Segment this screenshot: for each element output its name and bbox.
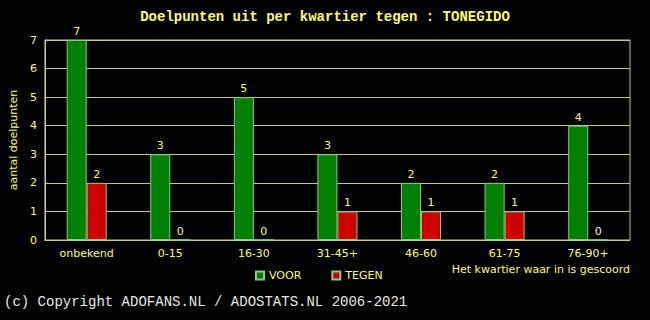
svg-text:6: 6 bbox=[30, 62, 37, 75]
svg-text:0: 0 bbox=[177, 225, 184, 238]
svg-text:aantal doelpunten: aantal doelpunten bbox=[7, 90, 20, 191]
svg-text:VOOR: VOOR bbox=[269, 269, 302, 282]
svg-text:1: 1 bbox=[344, 196, 351, 209]
svg-text:3: 3 bbox=[30, 148, 37, 161]
svg-text:(c) Copyright ADOFANS.NL / ADO: (c) Copyright ADOFANS.NL / ADOSTATS.NL 2… bbox=[4, 294, 407, 310]
svg-text:4: 4 bbox=[30, 119, 37, 132]
svg-text:TEGEN: TEGEN bbox=[344, 269, 382, 282]
svg-text:0: 0 bbox=[30, 234, 37, 247]
svg-text:61-75: 61-75 bbox=[489, 247, 521, 260]
svg-text:5: 5 bbox=[30, 91, 37, 104]
svg-text:16-30: 16-30 bbox=[238, 247, 270, 260]
svg-text:76-90+: 76-90+ bbox=[568, 247, 609, 260]
svg-text:2: 2 bbox=[93, 168, 100, 181]
svg-text:1: 1 bbox=[30, 205, 37, 218]
svg-text:Het kwartier waar in is gescoo: Het kwartier waar in is gescoord bbox=[452, 263, 630, 276]
svg-text:0: 0 bbox=[595, 225, 602, 238]
svg-text:46-60: 46-60 bbox=[405, 247, 437, 260]
svg-text:1: 1 bbox=[428, 196, 435, 209]
svg-text:3: 3 bbox=[324, 139, 331, 152]
svg-text:1: 1 bbox=[511, 196, 518, 209]
svg-text:5: 5 bbox=[240, 82, 247, 95]
svg-text:3: 3 bbox=[157, 139, 164, 152]
svg-text:2: 2 bbox=[30, 176, 37, 189]
svg-text:2: 2 bbox=[408, 168, 415, 181]
svg-text:7: 7 bbox=[73, 25, 80, 38]
svg-text:onbekend: onbekend bbox=[60, 247, 114, 260]
svg-text:7: 7 bbox=[30, 34, 37, 47]
svg-text:4: 4 bbox=[575, 111, 582, 124]
svg-text:31-45+: 31-45+ bbox=[317, 247, 358, 260]
svg-text:2: 2 bbox=[491, 168, 498, 181]
svg-text:0: 0 bbox=[260, 225, 267, 238]
svg-text:Doelpunten uit per kwartier te: Doelpunten uit per kwartier tegen : TONE… bbox=[140, 9, 510, 25]
svg-text:0-15: 0-15 bbox=[158, 247, 183, 260]
